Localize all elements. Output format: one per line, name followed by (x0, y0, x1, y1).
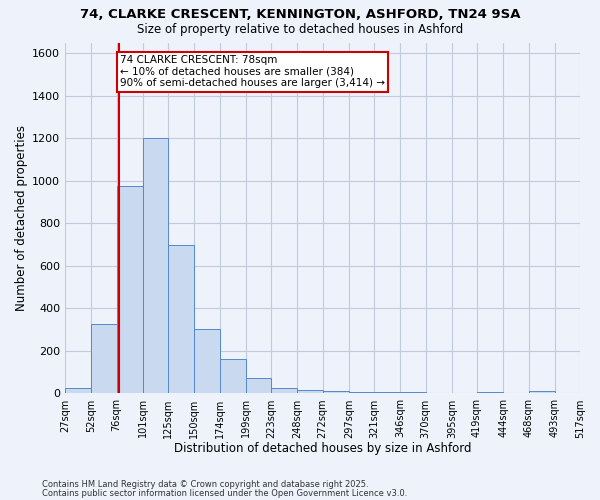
Bar (116, 186, 143, 394)
Bar (194, 328, 220, 394)
Text: Contains HM Land Registry data © Crown copyright and database right 2025.: Contains HM Land Registry data © Crown c… (42, 480, 368, 489)
Bar (143, 138, 168, 394)
Bar (246, 378, 271, 394)
Y-axis label: Number of detached properties: Number of detached properties (15, 125, 28, 311)
Text: Contains public sector information licensed under the Open Government Licence v3: Contains public sector information licen… (42, 490, 407, 498)
Text: 74 CLARKE CRESCENT: 78sqm
← 10% of detached houses are smaller (384)
90% of semi: 74 CLARKE CRESCENT: 78sqm ← 10% of detac… (120, 56, 385, 88)
Text: Size of property relative to detached houses in Ashford: Size of property relative to detached ho… (137, 22, 463, 36)
Bar (91, 324, 116, 394)
Bar (65, 388, 91, 394)
Bar (298, 390, 323, 394)
Text: 74, CLARKE CRESCENT, KENNINGTON, ASHFORD, TN24 9SA: 74, CLARKE CRESCENT, KENNINGTON, ASHFORD… (80, 8, 520, 20)
Bar (271, 388, 298, 394)
Bar (374, 392, 400, 394)
Bar (529, 392, 555, 394)
Bar (349, 392, 374, 394)
Bar (168, 244, 194, 394)
Bar (477, 392, 503, 394)
Bar (220, 360, 246, 394)
Bar (323, 392, 349, 394)
Bar (400, 392, 425, 394)
X-axis label: Distribution of detached houses by size in Ashford: Distribution of detached houses by size … (174, 442, 472, 455)
